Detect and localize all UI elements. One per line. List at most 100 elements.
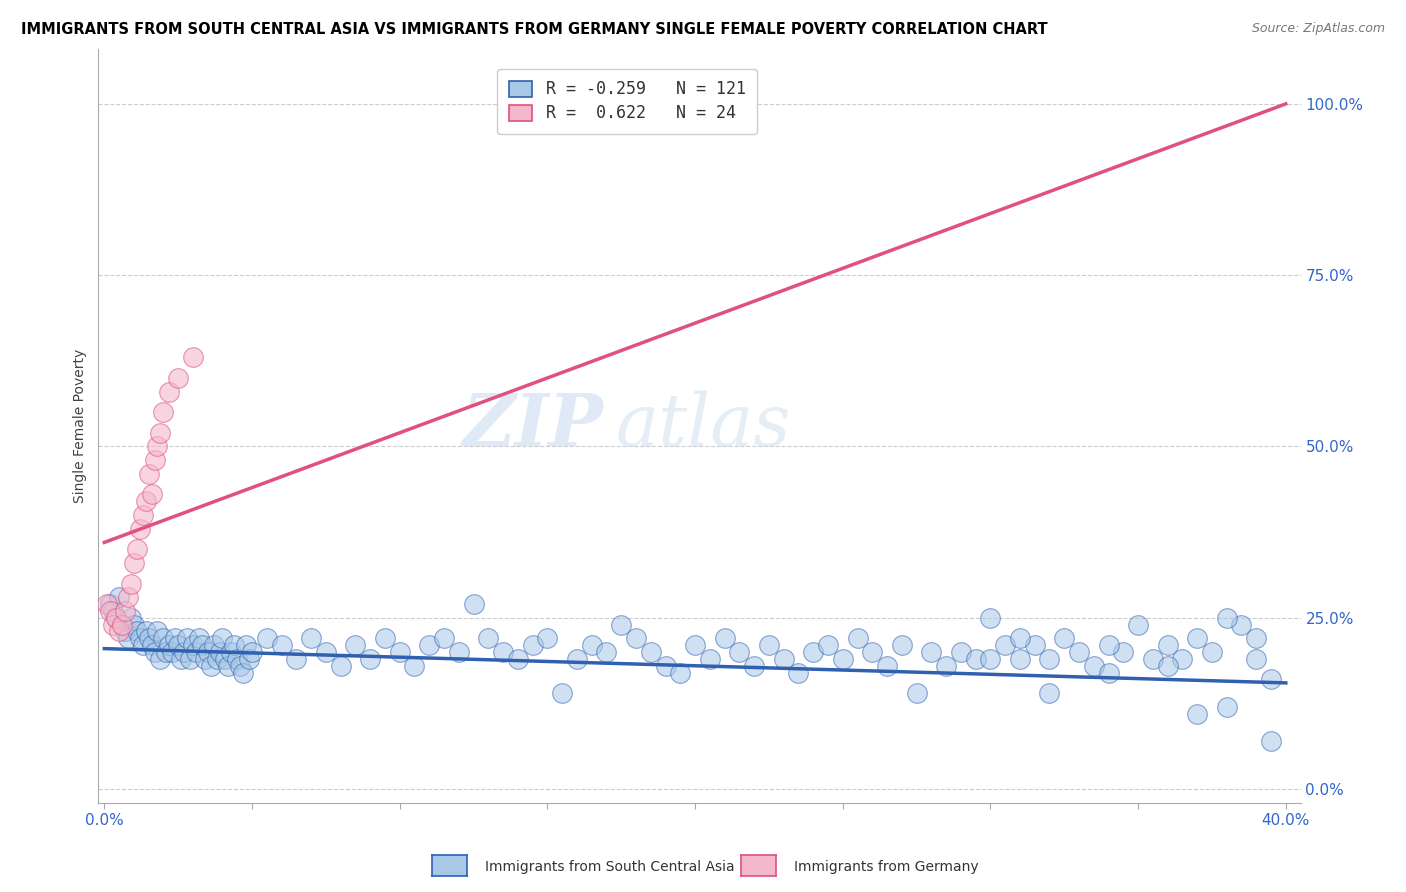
Point [949, 645, 972, 659]
Point [1230, 617, 1253, 632]
Point [1038, 652, 1060, 666]
Point [1112, 645, 1135, 659]
Point [1126, 617, 1149, 632]
Point [146, 624, 169, 639]
Point [669, 665, 692, 680]
Point [143, 453, 166, 467]
Point [114, 624, 136, 639]
Text: Immigrants from Germany: Immigrants from Germany [794, 860, 979, 874]
Point [162, 645, 184, 659]
Point [817, 638, 839, 652]
Point [1097, 638, 1119, 652]
Point [624, 632, 647, 646]
Point [117, 591, 139, 605]
Point [1171, 652, 1194, 666]
Point [205, 652, 228, 666]
Point [111, 617, 134, 632]
Point [226, 652, 249, 666]
Point [1185, 632, 1208, 646]
Point [979, 611, 1001, 625]
Point [194, 652, 217, 666]
Point [536, 111, 558, 125]
Point [138, 632, 160, 646]
Point [920, 645, 942, 659]
Point [208, 645, 231, 659]
Point [167, 638, 190, 652]
Point [536, 632, 558, 646]
Point [344, 638, 367, 652]
Point [463, 597, 485, 611]
Point [285, 652, 308, 666]
Point [146, 440, 169, 454]
Point [699, 652, 721, 666]
Point [522, 638, 544, 652]
Point [1215, 611, 1237, 625]
Point [181, 638, 204, 652]
Point [149, 652, 172, 666]
Point [170, 652, 193, 666]
Point [506, 652, 529, 666]
Point [114, 604, 136, 618]
Point [1038, 686, 1060, 700]
Point [994, 638, 1017, 652]
Point [202, 638, 225, 652]
Point [224, 638, 246, 652]
Text: atlas: atlas [616, 391, 790, 461]
Point [167, 371, 190, 385]
Point [890, 638, 912, 652]
Point [1185, 706, 1208, 721]
Point [551, 686, 574, 700]
Point [149, 425, 172, 440]
Point [238, 652, 260, 666]
Point [1260, 673, 1282, 687]
Point [143, 645, 166, 659]
Point [184, 645, 207, 659]
Point [359, 652, 381, 666]
Point [595, 645, 617, 659]
Point [173, 645, 195, 659]
Point [979, 652, 1001, 666]
Point [141, 487, 163, 501]
Point [187, 632, 209, 646]
Point [1215, 699, 1237, 714]
Point [1142, 652, 1164, 666]
Point [965, 652, 987, 666]
Point [105, 611, 128, 625]
Point [165, 632, 187, 646]
Point [152, 632, 174, 646]
Point [211, 632, 233, 646]
Point [157, 384, 180, 399]
Point [108, 624, 131, 639]
Point [1156, 638, 1178, 652]
Point [315, 645, 337, 659]
Point [772, 652, 794, 666]
Point [96, 597, 118, 611]
Point [640, 645, 662, 659]
Point [98, 597, 121, 611]
Point [128, 522, 150, 536]
Point [111, 617, 134, 632]
Point [299, 632, 322, 646]
Point [217, 658, 239, 673]
Point [1097, 665, 1119, 680]
Legend: R = -0.259   N = 121, R =  0.622   N = 24: R = -0.259 N = 121, R = 0.622 N = 24 [498, 69, 758, 134]
Point [713, 632, 735, 646]
Point [270, 638, 292, 652]
Point [388, 645, 411, 659]
Text: IMMIGRANTS FROM SOUTH CENTRAL ASIA VS IMMIGRANTS FROM GERMANY SINGLE FEMALE POVE: IMMIGRANTS FROM SOUTH CENTRAL ASIA VS IM… [21, 22, 1047, 37]
Point [404, 658, 426, 673]
Point [742, 658, 765, 673]
Point [477, 632, 499, 646]
Point [135, 494, 157, 508]
Point [135, 624, 157, 639]
Point [728, 645, 751, 659]
Point [905, 686, 928, 700]
Point [758, 638, 780, 652]
Text: Immigrants from South Central Asia: Immigrants from South Central Asia [485, 860, 735, 874]
Point [256, 632, 278, 646]
Point [447, 645, 470, 659]
Point [1201, 645, 1223, 659]
Text: ZIP: ZIP [463, 391, 603, 461]
Point [125, 542, 148, 557]
Point [860, 645, 883, 659]
